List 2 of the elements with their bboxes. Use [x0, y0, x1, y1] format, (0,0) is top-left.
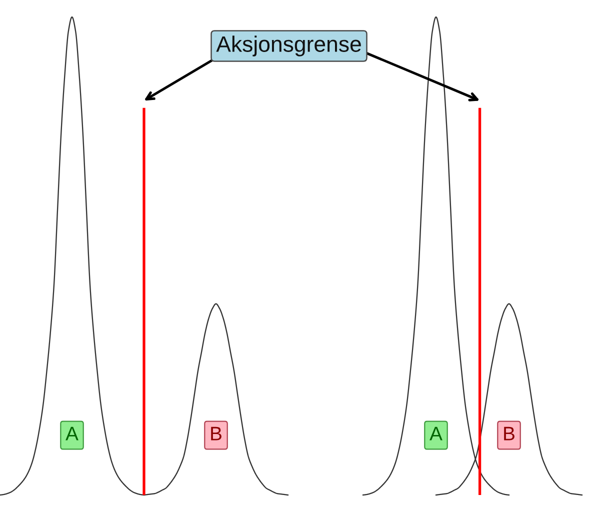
- series-label: B: [504, 426, 514, 440]
- series-label: A: [430, 426, 442, 440]
